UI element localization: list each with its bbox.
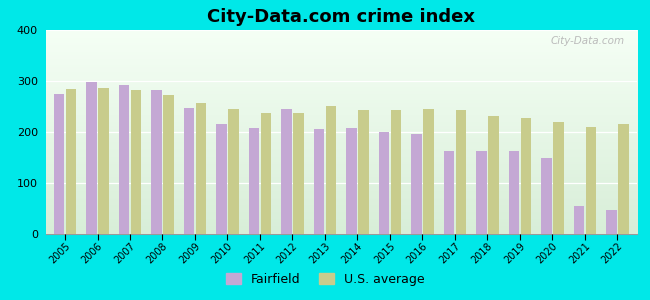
Bar xyxy=(249,128,259,234)
Bar xyxy=(541,158,552,234)
Bar xyxy=(261,112,271,234)
Bar xyxy=(131,90,141,234)
Text: City-Data.com: City-Data.com xyxy=(551,36,625,46)
Bar xyxy=(411,134,422,234)
Bar xyxy=(314,129,324,234)
Bar xyxy=(574,206,584,234)
Bar xyxy=(228,109,239,234)
Bar xyxy=(293,112,304,234)
Bar xyxy=(281,109,292,234)
Bar xyxy=(553,122,564,234)
Title: City-Data.com crime index: City-Data.com crime index xyxy=(207,8,475,26)
Bar xyxy=(379,132,389,234)
Bar xyxy=(163,95,174,234)
Bar xyxy=(54,94,64,234)
Bar xyxy=(509,152,519,234)
Bar xyxy=(196,103,206,234)
Legend: Fairfield, U.S. average: Fairfield, U.S. average xyxy=(220,268,430,291)
Bar xyxy=(391,110,401,234)
Bar xyxy=(66,89,76,234)
Bar xyxy=(346,128,357,234)
Bar xyxy=(151,90,162,234)
Bar xyxy=(444,152,454,234)
Bar xyxy=(476,152,487,234)
Bar xyxy=(618,124,629,234)
Bar xyxy=(119,85,129,234)
Bar xyxy=(488,116,499,234)
Bar xyxy=(456,110,466,234)
Bar xyxy=(606,209,617,234)
Bar xyxy=(86,82,97,234)
Bar xyxy=(586,127,596,234)
Bar xyxy=(184,107,194,234)
Bar xyxy=(358,110,369,234)
Bar xyxy=(423,109,434,234)
Bar xyxy=(216,124,227,234)
Bar xyxy=(521,118,531,234)
Bar xyxy=(326,106,336,234)
Bar xyxy=(98,88,109,234)
